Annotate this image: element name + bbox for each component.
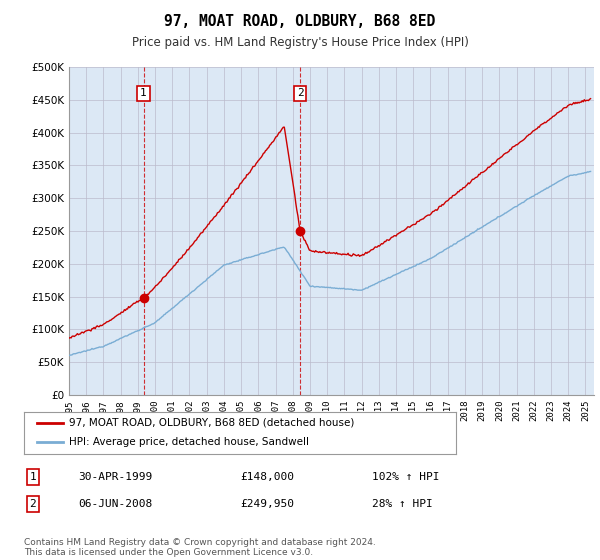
Bar — [143, 67, 300, 395]
Text: Contains HM Land Registry data © Crown copyright and database right 2024.
This d: Contains HM Land Registry data © Crown c… — [24, 538, 376, 557]
Text: 2: 2 — [297, 88, 304, 99]
Text: 30-APR-1999: 30-APR-1999 — [78, 472, 152, 482]
Text: HPI: Average price, detached house, Sandwell: HPI: Average price, detached house, Sand… — [70, 437, 310, 447]
Text: 97, MOAT ROAD, OLDBURY, B68 8ED (detached house): 97, MOAT ROAD, OLDBURY, B68 8ED (detache… — [70, 418, 355, 428]
Text: 28% ↑ HPI: 28% ↑ HPI — [372, 499, 433, 509]
Text: 102% ↑ HPI: 102% ↑ HPI — [372, 472, 439, 482]
Text: Price paid vs. HM Land Registry's House Price Index (HPI): Price paid vs. HM Land Registry's House … — [131, 36, 469, 49]
Text: 1: 1 — [140, 88, 147, 99]
Text: 97, MOAT ROAD, OLDBURY, B68 8ED: 97, MOAT ROAD, OLDBURY, B68 8ED — [164, 14, 436, 29]
Text: 06-JUN-2008: 06-JUN-2008 — [78, 499, 152, 509]
Text: £148,000: £148,000 — [240, 472, 294, 482]
Text: 2: 2 — [29, 499, 37, 509]
Text: 1: 1 — [29, 472, 37, 482]
Text: £249,950: £249,950 — [240, 499, 294, 509]
